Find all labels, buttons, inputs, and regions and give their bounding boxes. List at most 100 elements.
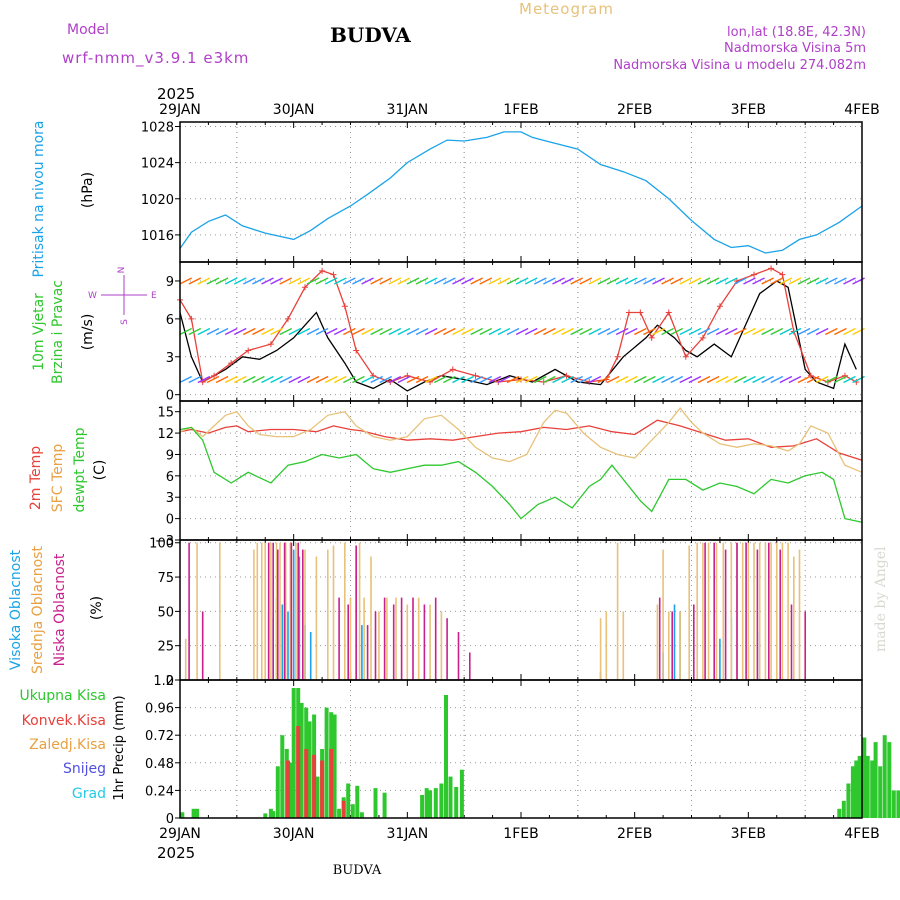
hail-label: Grad [72,786,106,802]
wind-direction-arrow [206,277,220,285]
bar-ukupna-kisa [873,742,878,818]
wind-direction-arrow [397,375,411,384]
wind-direction-arrow [634,327,647,336]
wind-direction-arrow [215,375,229,384]
bar-ukupna-kisa [862,737,867,818]
bar-niska [412,597,414,680]
wind-direction-arrow [715,327,729,336]
bar-srednja [722,542,725,680]
temp-ylabel: 2m Temp [28,446,44,510]
chart-panels: 1016 1020 1024 1028 0 3 6 9 −3 0 3 6 9 12 15 0 25 50 75 100… [141,121,900,827]
gust-marker [370,372,377,379]
wind-direction-arrow [788,327,802,336]
wind-direction-arrow [724,375,738,384]
wind-direction-arrow [624,375,638,384]
bar-ukupna-kisa [263,813,268,818]
top-date-tick-label: 31JAN [386,102,428,118]
y-tick-label: 0.96 [145,702,174,717]
wind-direction-arrow [315,327,329,336]
bar-ukupna-kisa [439,783,444,818]
wind-direction-arrow [488,327,502,336]
wind-direction-arrow [779,327,793,336]
bar-ukupna-kisa [299,703,304,818]
wind-direction-arrow [324,277,338,285]
gust-marker [341,303,348,310]
bar-ukupna-kisa [373,788,378,818]
bottom-date-tick-label: 31JAN [386,826,428,842]
wind-direction-arrow [715,375,729,384]
y-tick-label: −3 [155,534,174,549]
bar-ukupna-kisa [275,766,280,819]
wind-unit: (m/s) [80,314,96,351]
coords-label: lon,lat (18.8E, 42.3N) [727,25,866,40]
wind-direction-arrow [424,327,438,336]
top-date-tick-label: 3FEB [731,102,766,118]
bar-niska [704,542,706,680]
wind-direction-arrow [479,277,493,285]
wind-direction-arrow [397,277,411,285]
wind-direction-arrow [652,327,665,336]
bar-visoka [298,556,301,680]
mid-cloud-ylabel: Srednja Oblacnost [30,546,46,674]
wind-direction-arrow [279,277,293,285]
wind-direction-arrow [506,327,520,336]
wind-direction-arrow [188,375,202,384]
bar-niska [201,611,204,680]
wind-direction-arrow [661,277,674,285]
wind-direction-arrow [179,327,192,336]
wind-direction-arrow [779,277,793,285]
bar-niska [392,604,395,680]
wind-direction-arrow [243,327,256,336]
series-line-udari [179,267,857,384]
bar-srednja [275,542,278,680]
bar-niska [302,549,304,680]
wind-direction-arrow [806,327,820,336]
dewpt-ylabel: dewpt Temp [72,427,88,512]
model-name: wrf-nmm_v3.9.1 e3km [62,49,249,68]
bar-ukupna-kisa [846,783,851,818]
wind-direction-arrow [579,327,593,336]
bar-srednja [196,542,198,680]
bar-ukupna-kisa [837,808,842,818]
wind-direction-arrow [261,327,274,336]
wind-direction-arrow [306,327,320,336]
bar-ukupna-kisa [420,795,425,818]
bar-niska [724,549,727,680]
bar-srednja [781,542,784,680]
wind-direction-arrow [570,375,584,384]
series-line-mslp [179,131,863,254]
wind-direction-arrow [706,375,720,384]
wind-panel: 0 3 6 9 [166,261,865,404]
bottom-date-tick-label: 30JAN [273,826,315,842]
wind-direction-arrow [688,375,702,384]
wind-direction-arrow [761,277,774,285]
bar-srednja [776,542,778,680]
bar-srednja [741,542,744,680]
bar-niska [736,542,738,680]
bar-niska [469,652,471,680]
model-label: Model [67,22,109,38]
wind-direction-arrow [597,375,611,384]
bar-konvek-kisa [304,749,309,818]
bar-visoka [361,625,363,680]
bar-srednja [688,545,690,680]
bar-ukupna-kisa [424,788,429,818]
wind-direction-arrow [470,375,483,384]
gust-marker [699,334,706,341]
gust-marker [319,267,326,274]
bar-niska [446,618,448,680]
compass-west: W [88,291,97,301]
bar-visoka [673,604,676,680]
wind-direction-arrow [370,277,383,285]
wind-direction-arrow [815,327,829,336]
bar-ukupna-kisa [346,783,351,818]
bar-srednja [764,542,767,680]
series-line-brzina [179,280,857,392]
wind-direction-arrow [679,327,693,336]
bar-srednja [787,542,789,680]
bar-visoka [281,604,284,680]
precip-axis-titles: Ukupna Kisa Konvek.Kisa Zaledj.Kisa Snij… [19,688,127,802]
wind-direction-arrow [452,375,465,384]
bar-niska [756,549,759,680]
wind-direction-arrow [715,277,729,285]
